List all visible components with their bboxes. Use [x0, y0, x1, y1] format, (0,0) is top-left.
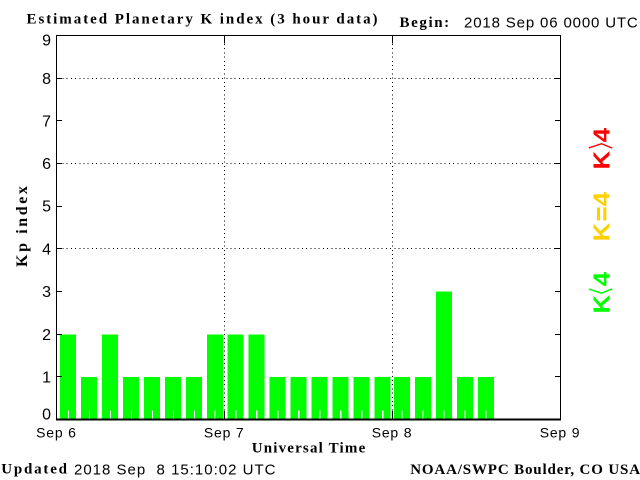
svg-text:5: 5 [42, 199, 51, 216]
svg-text:Estimated Planetary K index (3: Estimated Planetary K index (3 hour data… [27, 11, 380, 27]
svg-text:K: K [590, 295, 616, 314]
svg-text:Sep 8: Sep 8 [372, 425, 413, 441]
svg-text:Sep 9: Sep 9 [540, 425, 581, 441]
svg-text:0: 0 [42, 407, 51, 424]
svg-text:8: 8 [42, 71, 51, 88]
svg-text:4: 4 [590, 272, 616, 287]
svg-text:Sep 6: Sep 6 [36, 425, 77, 441]
svg-text:Universal Time: Universal Time [252, 441, 367, 457]
svg-text:4: 4 [42, 241, 51, 258]
svg-text:7: 7 [42, 113, 51, 130]
svg-text:4: 4 [590, 128, 616, 143]
svg-text:Updated: Updated [1, 462, 69, 478]
svg-text:NOAA/SWPC Boulder, CO USA: NOAA/SWPC Boulder, CO USA [410, 462, 640, 478]
svg-text:Sep 7: Sep 7 [204, 425, 245, 441]
svg-text:K: K [590, 223, 616, 242]
svg-text:2018 Sep 8 15:10:02 UTC: 2018 Sep 8 15:10:02 UTC [74, 461, 276, 478]
svg-text:3: 3 [42, 284, 51, 301]
svg-text:2018 Sep 06 0000 UTC: 2018 Sep 06 0000 UTC [464, 14, 639, 31]
svg-text:K: K [590, 151, 616, 170]
svg-text:1: 1 [42, 369, 51, 386]
svg-text:Begin:: Begin: [400, 15, 451, 31]
svg-text:2: 2 [42, 327, 51, 344]
svg-text:9: 9 [42, 33, 51, 50]
svg-text:Kp index: Kp index [14, 183, 31, 267]
svg-text:4: 4 [590, 192, 616, 207]
svg-text:6: 6 [42, 156, 51, 173]
